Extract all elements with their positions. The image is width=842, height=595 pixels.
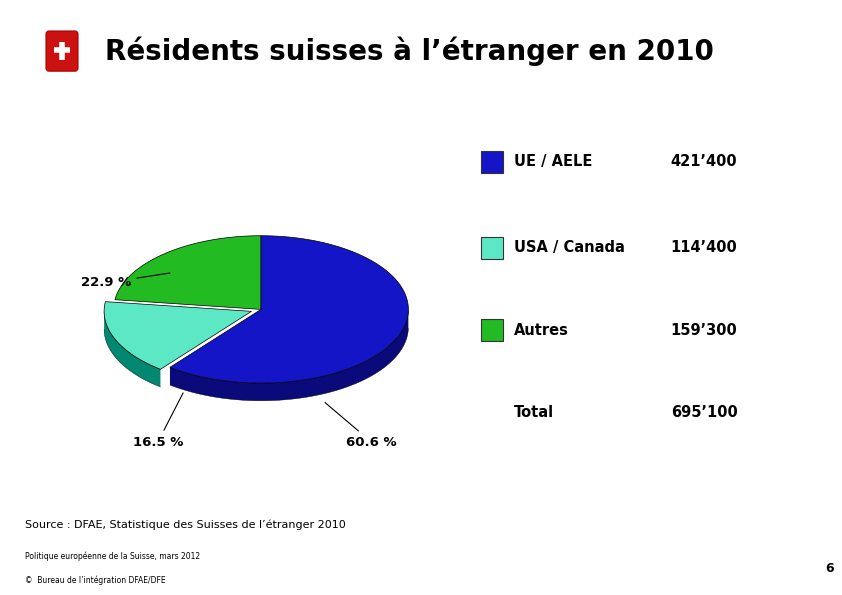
Text: Résidents suisses à l’étranger en 2010: Résidents suisses à l’étranger en 2010: [105, 36, 714, 66]
Text: Politique européenne de la Suisse, mars 2012: Politique européenne de la Suisse, mars …: [25, 552, 200, 561]
Text: 60.6 %: 60.6 %: [325, 403, 397, 449]
Bar: [481, 151, 503, 173]
Text: 421’400: 421’400: [671, 154, 738, 169]
Polygon shape: [170, 236, 408, 383]
Text: 695’100: 695’100: [671, 405, 738, 420]
Text: Autres: Autres: [514, 322, 568, 337]
FancyBboxPatch shape: [46, 31, 78, 71]
Text: 159’300: 159’300: [671, 322, 738, 337]
Text: 22.9 %: 22.9 %: [81, 273, 170, 289]
Polygon shape: [104, 312, 161, 387]
Text: USA / Canada: USA / Canada: [514, 240, 625, 255]
Bar: [481, 319, 503, 341]
Text: UE / AELE: UE / AELE: [514, 154, 592, 169]
Text: ©  Bureau de l’intégration DFAE/DFE: © Bureau de l’intégration DFAE/DFE: [25, 575, 166, 585]
Bar: [481, 237, 503, 259]
Polygon shape: [104, 302, 252, 369]
Text: 6: 6: [825, 562, 834, 575]
Polygon shape: [170, 311, 408, 401]
Text: Total: Total: [514, 405, 554, 420]
Text: 114’400: 114’400: [671, 240, 738, 255]
Text: Source : DFAE, Statistique des Suisses de l’étranger 2010: Source : DFAE, Statistique des Suisses d…: [25, 519, 346, 530]
Polygon shape: [115, 236, 261, 309]
Text: 16.5 %: 16.5 %: [133, 393, 183, 449]
